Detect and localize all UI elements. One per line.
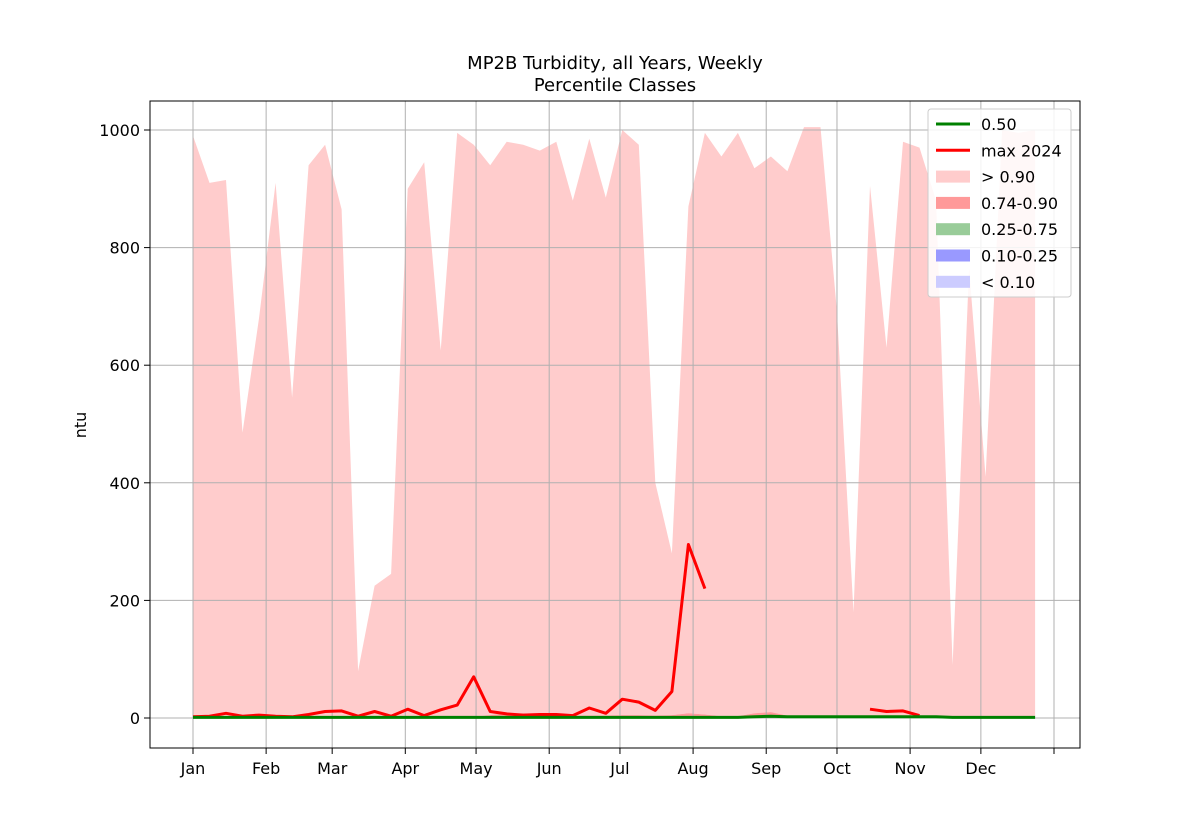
chart-subtitle: Percentile Classes (534, 75, 696, 96)
x-tick-label: Dec (965, 759, 996, 778)
legend-swatch (936, 223, 970, 236)
legend-swatch (936, 196, 970, 209)
x-tick-label: Aug (677, 759, 708, 778)
axis-ticks: Jan Feb Mar Apr May Jun Jul Aug Sep Oct Nov Dec 0 200… (99, 121, 1055, 778)
series-lines (192, 543, 1036, 719)
legend-label: 0.50 (981, 115, 1017, 134)
x-tick-label: Feb (252, 759, 280, 778)
x-tick-label: Jun (536, 759, 562, 778)
x-tick-label: Jul (609, 759, 629, 778)
y-axis-label: ntu (71, 412, 90, 439)
y-tick-label: 1000 (99, 121, 140, 140)
legend-label: 0.25-0.75 (981, 220, 1058, 239)
series-line-0-50 (193, 714, 1036, 719)
band-2 (193, 127, 1036, 717)
legend-label: < 0.10 (981, 273, 1035, 292)
y-tick-label: 0 (130, 709, 140, 728)
x-tick-label: Apr (391, 759, 419, 778)
y-tick-label: 200 (109, 591, 140, 610)
y-tick-label: 800 (109, 239, 140, 258)
x-tick-label: Oct (823, 759, 851, 778)
y-tick-label: 400 (109, 474, 140, 493)
y-tick-label: 600 (109, 356, 140, 375)
legend-label: 0.74-0.90 (981, 194, 1058, 213)
percentile-bands (193, 127, 1036, 718)
x-tick-label: Sep (751, 759, 781, 778)
x-tick-label: Nov (894, 759, 925, 778)
legend-swatch (936, 170, 970, 183)
x-tick-label: May (460, 759, 493, 778)
chart-title: MP2B Turbidity, all Years, Weekly (467, 53, 763, 74)
x-tick-label: Jan (180, 759, 206, 778)
legend: 0.50 max 2024 > 0.90 0.74-0.90 0.25-0.75 0.10… (927, 108, 1072, 298)
x-tick-label: Mar (317, 759, 348, 778)
plot-frame (149, 100, 1081, 749)
legend-swatch (936, 249, 970, 262)
legend-label: 0.10-0.25 (981, 247, 1058, 266)
legend-label: > 0.90 (981, 168, 1035, 187)
grid-lines (150, 101, 1080, 748)
legend-label: max 2024 (981, 141, 1062, 160)
legend-swatch (936, 275, 970, 288)
